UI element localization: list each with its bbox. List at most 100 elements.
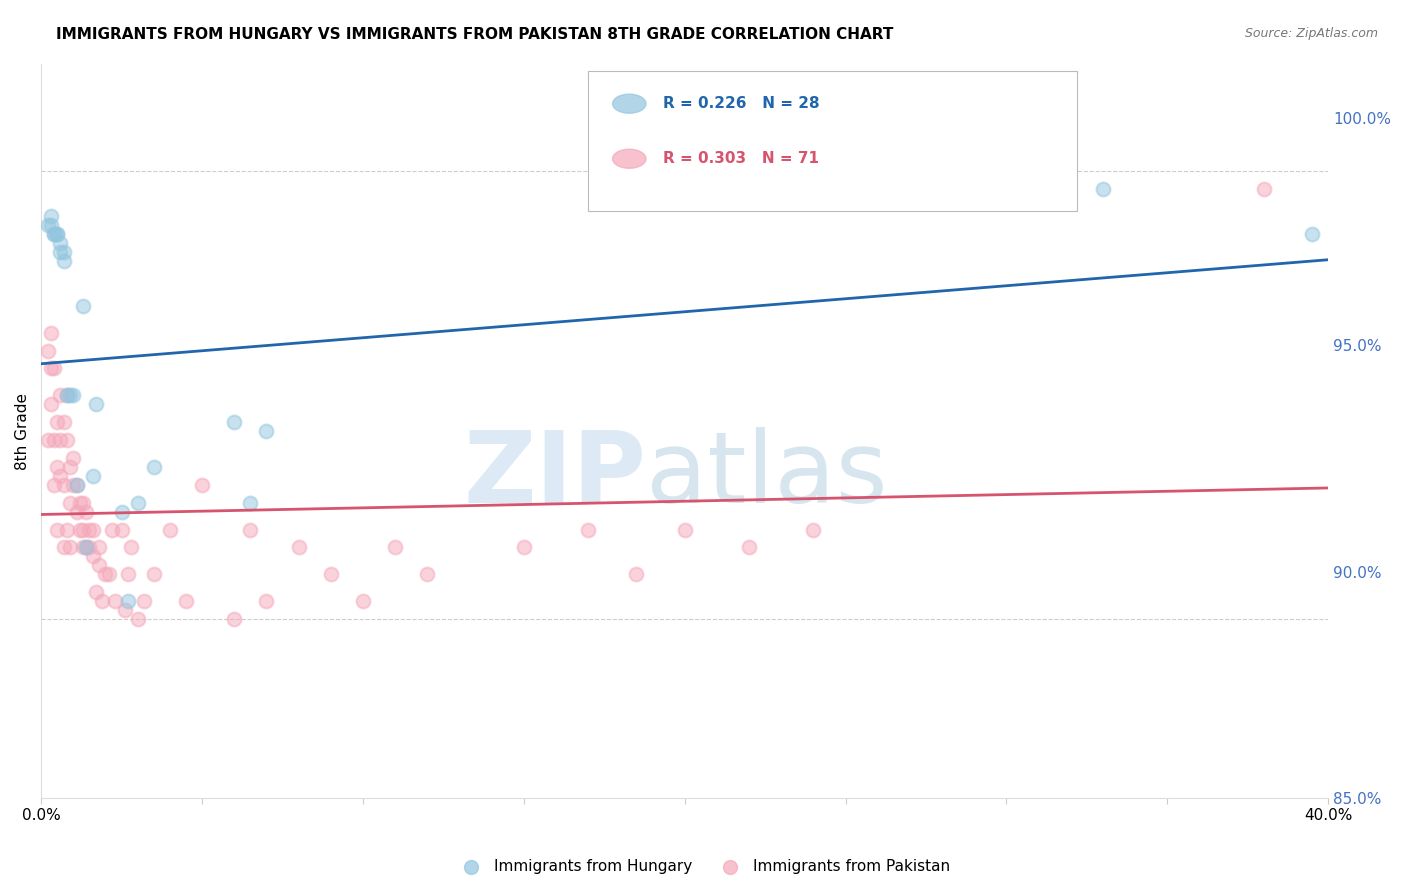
Point	[91, 594, 114, 608]
Point	[42, 227, 65, 241]
Point	[39, 326, 62, 340]
Point	[513, 541, 536, 555]
Point	[87, 558, 110, 573]
Point	[127, 496, 149, 510]
Point	[59, 496, 82, 510]
Point	[159, 523, 181, 537]
Legend: Immigrants from Hungary, Immigrants from Pakistan: Immigrants from Hungary, Immigrants from…	[450, 853, 956, 880]
Point	[52, 415, 75, 429]
Point	[82, 523, 104, 537]
Point	[56, 388, 79, 402]
Point	[46, 227, 69, 241]
Point	[39, 209, 62, 223]
Point	[1301, 227, 1323, 241]
Point	[52, 477, 75, 491]
Point	[110, 505, 132, 519]
Point	[56, 433, 79, 447]
Point	[65, 477, 87, 491]
Circle shape	[613, 95, 645, 113]
Point	[738, 541, 761, 555]
Point	[120, 541, 142, 555]
Point	[110, 523, 132, 537]
Point	[191, 477, 214, 491]
Point	[416, 567, 439, 582]
Point	[56, 388, 79, 402]
Point	[384, 541, 406, 555]
Text: ZIP: ZIP	[463, 426, 645, 524]
Point	[42, 361, 65, 376]
Point	[87, 541, 110, 555]
Point	[101, 523, 124, 537]
Point	[82, 549, 104, 564]
Point	[52, 245, 75, 260]
Point	[75, 505, 97, 519]
Text: IMMIGRANTS FROM HUNGARY VS IMMIGRANTS FROM PAKISTAN 8TH GRADE CORRELATION CHART: IMMIGRANTS FROM HUNGARY VS IMMIGRANTS FR…	[56, 27, 894, 42]
Point	[69, 523, 91, 537]
Point	[46, 415, 69, 429]
Point	[72, 299, 94, 313]
Point	[59, 459, 82, 474]
Point	[82, 468, 104, 483]
Point	[39, 361, 62, 376]
Point	[52, 254, 75, 268]
Point	[174, 594, 197, 608]
Text: atlas: atlas	[645, 426, 887, 524]
Point	[254, 424, 277, 438]
Point	[56, 523, 79, 537]
FancyBboxPatch shape	[588, 71, 1077, 211]
Point	[37, 433, 59, 447]
Point	[117, 594, 139, 608]
Point	[37, 343, 59, 358]
Y-axis label: 8th Grade: 8th Grade	[15, 392, 30, 469]
Point	[79, 541, 101, 555]
Point	[62, 477, 84, 491]
Point	[142, 459, 165, 474]
Point	[254, 594, 277, 608]
Point	[127, 612, 149, 626]
Point	[46, 459, 69, 474]
Point	[65, 505, 87, 519]
Point	[97, 567, 120, 582]
Point	[287, 541, 309, 555]
Point	[49, 236, 72, 251]
Point	[52, 541, 75, 555]
Point	[352, 594, 374, 608]
Point	[114, 603, 136, 617]
Point	[49, 245, 72, 260]
Point	[39, 397, 62, 411]
Point	[319, 567, 342, 582]
Point	[104, 594, 127, 608]
Point	[49, 388, 72, 402]
Point	[49, 433, 72, 447]
Point	[626, 567, 648, 582]
Point	[72, 496, 94, 510]
Point	[79, 523, 101, 537]
Point	[1091, 182, 1114, 196]
Point	[42, 477, 65, 491]
Point	[75, 541, 97, 555]
Point	[224, 612, 246, 626]
Point	[673, 523, 696, 537]
Point	[576, 523, 599, 537]
Point	[49, 468, 72, 483]
Point	[72, 523, 94, 537]
Point	[72, 541, 94, 555]
Point	[84, 397, 107, 411]
Point	[239, 523, 262, 537]
Text: Source: ZipAtlas.com: Source: ZipAtlas.com	[1244, 27, 1378, 40]
Point	[142, 567, 165, 582]
Point	[46, 227, 69, 241]
Text: R = 0.226   N = 28: R = 0.226 N = 28	[662, 96, 820, 112]
Point	[84, 585, 107, 599]
Point	[39, 218, 62, 232]
Point	[117, 567, 139, 582]
Point	[62, 450, 84, 465]
Point	[62, 388, 84, 402]
Point	[42, 227, 65, 241]
Text: R = 0.303   N = 71: R = 0.303 N = 71	[662, 152, 818, 166]
Circle shape	[613, 149, 645, 169]
Point	[239, 496, 262, 510]
Point	[1253, 182, 1275, 196]
Point	[801, 523, 824, 537]
Point	[59, 388, 82, 402]
